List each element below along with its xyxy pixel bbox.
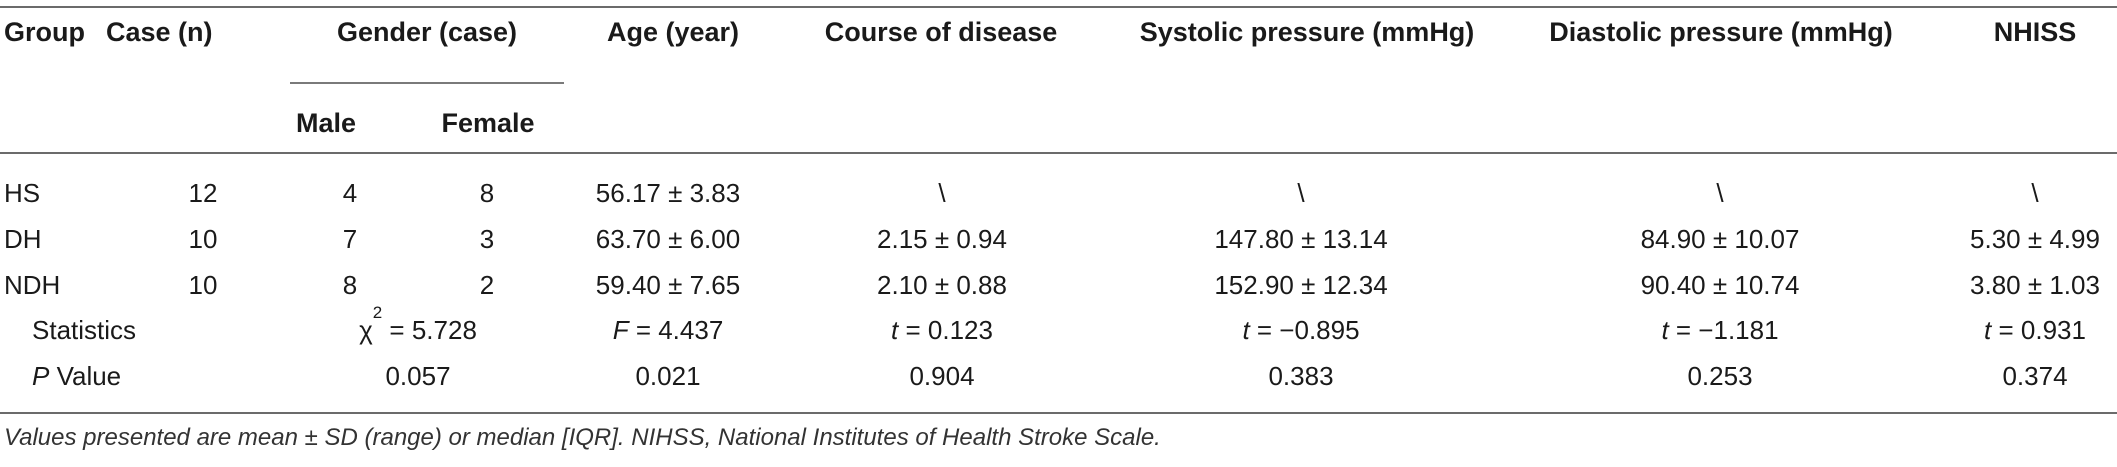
- cell-case: 10: [188, 224, 218, 254]
- header-rule: [0, 152, 2117, 154]
- stat-course-value: = 0.123: [898, 315, 993, 345]
- stat-nihss-value: = 0.931: [1991, 315, 2086, 345]
- header-female: Female: [441, 108, 535, 138]
- cell-case: 10: [188, 270, 218, 300]
- pvalue-diastolic: 0.253: [1687, 361, 1753, 391]
- p-symbol: P: [32, 361, 50, 391]
- chi-symbol: χ: [359, 315, 373, 345]
- cell-group: DH: [4, 224, 42, 254]
- pvalue-course: 0.904: [909, 361, 975, 391]
- t-symbol: t: [891, 315, 899, 345]
- header-systolic: Systolic pressure (mmHg): [1139, 17, 1475, 47]
- stat-diastolic: t = −1.181: [1661, 315, 1778, 345]
- bottom-rule: [0, 412, 2117, 414]
- header-case: Case (n): [106, 17, 213, 47]
- stat-course: t = 0.123: [891, 315, 993, 345]
- cell-nihss: \: [2031, 178, 2039, 208]
- pvalue-nihss: 0.374: [2002, 361, 2068, 391]
- header-age: Age (year): [606, 17, 740, 47]
- stat-nihss: t = 0.931: [1984, 315, 2086, 345]
- chi-superscript: 2: [372, 303, 383, 322]
- cell-male: 7: [342, 224, 358, 254]
- table-footnote: Values presented are mean ± SD (range) o…: [4, 424, 1161, 451]
- pvalue-age: 0.021: [635, 361, 701, 391]
- gender-subheader-rule: [290, 82, 564, 84]
- header-diastolic: Diastolic pressure (mmHg): [1549, 17, 1893, 47]
- cell-female: 8: [479, 178, 495, 208]
- cell-age: 63.70 ± 6.00: [595, 224, 741, 254]
- header-group: Group: [4, 17, 85, 47]
- header-nihss: NHISS: [1993, 17, 2077, 47]
- cell-age: 56.17 ± 3.83: [595, 178, 741, 208]
- cell-diastolic: 90.40 ± 10.74: [1640, 270, 1800, 300]
- cell-course: 2.10 ± 0.88: [877, 270, 1007, 300]
- stat-age: F = 4.437: [613, 315, 724, 345]
- cell-course: \: [938, 178, 946, 208]
- t-symbol: t: [1661, 315, 1669, 345]
- stat-systolic: t = −0.895: [1242, 315, 1359, 345]
- header-gender: Gender (case): [336, 17, 518, 47]
- statistics-label: Statistics: [32, 315, 137, 345]
- cell-group: NDH: [4, 270, 61, 300]
- cell-diastolic: 84.90 ± 10.07: [1640, 224, 1800, 254]
- stat-gender-value: = 5.728: [382, 315, 477, 345]
- cell-age: 59.40 ± 7.65: [595, 270, 741, 300]
- cell-nihss: 3.80 ± 1.03: [1970, 270, 2100, 300]
- cell-group: HS: [4, 178, 41, 208]
- cell-diastolic: \: [1716, 178, 1724, 208]
- top-rule: [0, 6, 2117, 8]
- cell-case: 12: [188, 178, 218, 208]
- cell-systolic: \: [1297, 178, 1305, 208]
- pvalue-gender: 0.057: [385, 361, 451, 391]
- cell-male: 4: [342, 178, 358, 208]
- stat-systolic-value: = −0.895: [1249, 315, 1360, 345]
- cell-course: 2.15 ± 0.94: [877, 224, 1007, 254]
- cell-female: 2: [479, 270, 495, 300]
- cell-systolic: 147.80 ± 13.14: [1214, 224, 1388, 254]
- header-course: Course of disease: [824, 17, 1058, 47]
- header-male: Male: [295, 108, 357, 138]
- f-symbol: F: [612, 315, 629, 345]
- pvalue-label: P Value: [32, 361, 121, 391]
- t-symbol: t: [1984, 315, 1992, 345]
- stat-diastolic-value: = −1.181: [1668, 315, 1779, 345]
- cell-male: 8: [342, 270, 358, 300]
- pvalue-label-text: Value: [49, 361, 122, 391]
- stat-gender: χ2 = 5.728: [359, 304, 477, 345]
- cell-nihss: 5.30 ± 4.99: [1970, 224, 2100, 254]
- cell-systolic: 152.90 ± 12.34: [1214, 270, 1388, 300]
- stat-age-value: = 4.437: [628, 315, 724, 345]
- t-symbol: t: [1242, 315, 1250, 345]
- pvalue-systolic: 0.383: [1268, 361, 1334, 391]
- cell-female: 3: [479, 224, 495, 254]
